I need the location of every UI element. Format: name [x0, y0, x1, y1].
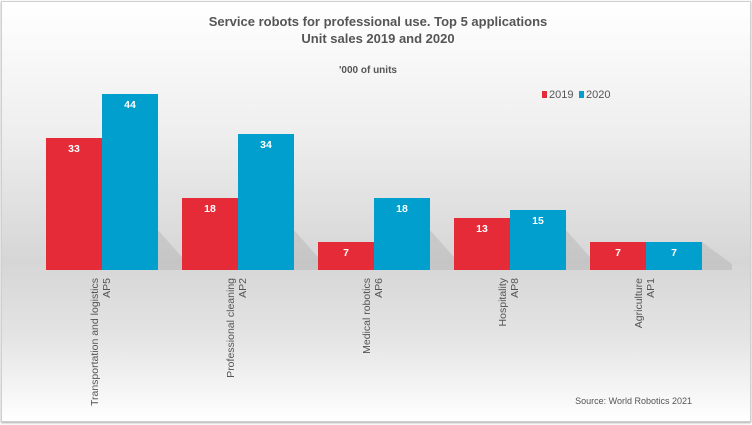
bar-2020-0	[102, 94, 158, 270]
data-label-2020-4: 7	[671, 247, 677, 259]
data-label-2020-2: 18	[396, 203, 408, 215]
data-label-2019-0: 33	[68, 143, 80, 155]
bar-2020-3	[510, 210, 566, 270]
bar-shadow	[702, 242, 732, 270]
category-label-3-1: AP8	[509, 278, 521, 298]
bar-2019-4	[590, 242, 646, 270]
category-label-0-0: Transportation and logistics	[89, 278, 101, 406]
category-label-3-0: Hospitality	[497, 277, 509, 326]
bar-2019-2	[318, 242, 374, 270]
category-label-4-0: Agriculture	[633, 278, 645, 328]
category-label-0-1: AP5	[101, 278, 113, 298]
bar-2020-4	[646, 242, 702, 270]
bar-2019-3	[454, 218, 510, 270]
bar-shadow	[566, 230, 596, 270]
legend-swatch-2019	[542, 91, 547, 98]
bar-shadow	[430, 230, 460, 270]
category-label-4-1: AP1	[645, 278, 657, 298]
data-label-2019-1: 18	[204, 203, 216, 215]
data-label-2019-2: 7	[343, 247, 349, 259]
chart-subtitle: Unit sales 2019 and 2020	[301, 31, 454, 46]
bar-2019-1	[182, 198, 238, 270]
bar-2019-0	[46, 138, 102, 270]
bar-shadow	[158, 230, 188, 270]
legend-label-2020: 2020	[586, 89, 610, 101]
data-label-2019-4: 7	[615, 247, 621, 259]
data-label-2020-1: 34	[260, 139, 272, 151]
data-label-2020-3: 15	[532, 215, 544, 227]
category-label-1-0: Professional cleaning	[225, 278, 237, 378]
chart-title: Service robots for professional use. Top…	[209, 14, 548, 29]
bar-2020-1	[238, 134, 294, 270]
bar-2020-2	[374, 198, 430, 270]
bar-shadow	[294, 230, 324, 270]
source-note: Source: World Robotics 2021	[575, 396, 692, 406]
legend: 2019 2020	[542, 89, 610, 101]
category-label-2-1: AP6	[373, 278, 385, 298]
legend-label-2019: 2019	[549, 89, 573, 101]
data-label-2020-0: 44	[124, 99, 136, 111]
unit-label: '000 of units	[339, 65, 397, 76]
category-label-1-1: AP2	[237, 278, 249, 298]
category-label-2-0: Medical robotics	[361, 278, 373, 354]
data-label-2019-3: 13	[476, 223, 488, 235]
legend-swatch-2020	[579, 91, 584, 98]
